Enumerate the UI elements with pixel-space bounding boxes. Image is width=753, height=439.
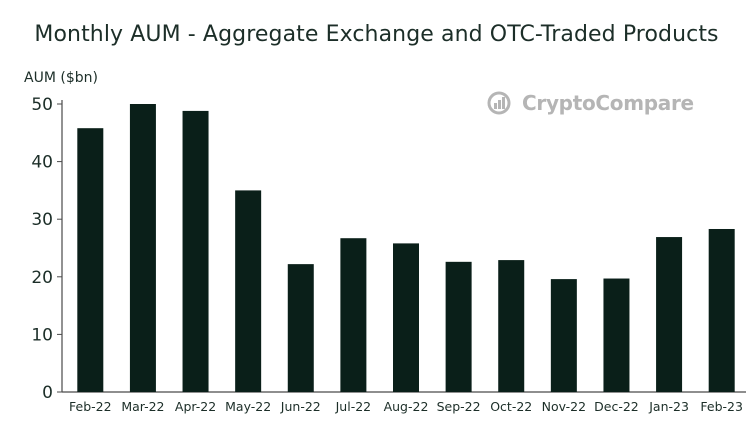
watermark: CryptoCompare bbox=[485, 91, 694, 115]
x-tick-label: Nov-22 bbox=[542, 399, 586, 414]
x-tick-label: Feb-23 bbox=[700, 399, 743, 414]
x-tick-label: Jun-22 bbox=[280, 399, 321, 414]
chart-title: Monthly AUM - Aggregate Exchange and OTC… bbox=[34, 22, 719, 47]
bar-feb-22 bbox=[77, 128, 104, 392]
x-tick-label: Jan-23 bbox=[648, 399, 689, 414]
x-tick-label: Sep-22 bbox=[437, 399, 481, 414]
bar-may-22 bbox=[235, 190, 262, 392]
bar-mar-22 bbox=[129, 104, 156, 392]
x-tick-label: Oct-22 bbox=[490, 399, 532, 414]
y-tick-label: 20 bbox=[31, 268, 53, 288]
bar-sep-22 bbox=[445, 261, 472, 392]
x-tick-label: Mar-22 bbox=[121, 399, 164, 414]
y-tick-label: 10 bbox=[31, 325, 53, 345]
bar-jan-23 bbox=[656, 237, 683, 392]
x-tick-label: May-22 bbox=[225, 399, 271, 414]
y-axis-label: AUM ($bn) bbox=[24, 70, 98, 86]
bar-dec-22 bbox=[603, 278, 630, 392]
x-tick-label: Dec-22 bbox=[594, 399, 639, 414]
bar-nov-22 bbox=[550, 279, 577, 392]
bar-feb-23 bbox=[708, 228, 735, 392]
y-tick-label: 30 bbox=[31, 210, 53, 230]
bar-oct-22 bbox=[498, 260, 525, 392]
y-tick-label: 50 bbox=[31, 95, 53, 115]
cryptocompare-logo-icon bbox=[487, 91, 511, 115]
y-tick-label: 40 bbox=[31, 153, 53, 173]
bar-jun-22 bbox=[287, 264, 314, 392]
y-tick-label: 0 bbox=[42, 383, 53, 403]
bar-apr-22 bbox=[182, 110, 209, 393]
bar-aug-22 bbox=[393, 243, 419, 392]
bar-jul-22 bbox=[340, 238, 367, 392]
x-tick-label: Feb-22 bbox=[69, 399, 112, 414]
watermark-text: CryptoCompare bbox=[522, 91, 694, 115]
x-tick-label: Aug-22 bbox=[384, 399, 429, 414]
x-tick-label: Apr-22 bbox=[175, 399, 216, 414]
x-tick-label: Jul-22 bbox=[335, 399, 372, 414]
